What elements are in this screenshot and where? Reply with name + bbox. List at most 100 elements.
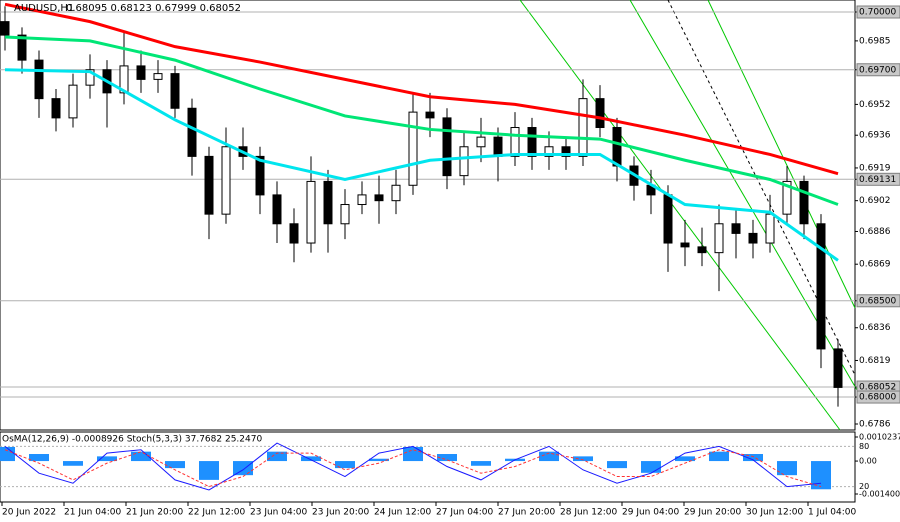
price-label: 0.6869 <box>859 260 891 270</box>
ohlc: 0.68095 0.68123 0.67999 0.68052 <box>66 3 241 14</box>
stochastic-line <box>4 449 822 488</box>
candle-body <box>612 127 622 167</box>
candle-body <box>476 136 486 148</box>
indicator-label: 0.0010237 <box>859 433 900 442</box>
price-label: 0.68052 <box>859 383 896 393</box>
time-label: 29 Jun 04:00 <box>622 508 679 518</box>
osma-bar <box>335 461 355 469</box>
osma-bar <box>709 451 729 462</box>
time-label: 1 Jul 04:00 <box>808 508 857 518</box>
indicator-label: 20 <box>859 482 869 491</box>
candle-body <box>408 111 418 186</box>
osma-bar <box>0 446 15 462</box>
osma-bar <box>233 461 253 476</box>
candle-body <box>357 194 367 206</box>
candle-body <box>578 98 588 157</box>
price-label: 0.6919 <box>859 163 891 173</box>
price-label: 0.6985 <box>859 36 891 46</box>
osma-bar <box>573 456 593 462</box>
indicator-frame <box>0 431 856 503</box>
price-label: 0.68000 <box>859 393 896 403</box>
candle-body <box>17 34 27 61</box>
price-label: 0.6936 <box>859 131 891 141</box>
osma-bar <box>641 461 661 473</box>
time-label: 30 Jun 12:00 <box>746 508 803 518</box>
osma-bar <box>267 451 287 462</box>
candle-body <box>187 107 197 157</box>
candle-body <box>170 73 180 109</box>
osma-bar <box>437 454 457 462</box>
trend-line <box>667 0 856 376</box>
candle-body <box>255 155 265 196</box>
moving-average <box>4 2 839 176</box>
time-label: 27 Jun 20:00 <box>498 508 555 518</box>
candle-body <box>153 73 163 80</box>
time-label: 23 Jun 20:00 <box>312 508 369 518</box>
candle-body <box>340 204 350 225</box>
candle-body <box>459 146 469 177</box>
time-label: 23 Jun 04:00 <box>250 508 307 518</box>
candle-body <box>68 84 78 119</box>
candle-body <box>34 59 44 100</box>
price-box <box>856 172 900 186</box>
price-label: 0.68500 <box>859 296 896 306</box>
candle-body <box>799 180 809 225</box>
time-label: 21 Jun 20:00 <box>126 508 183 518</box>
time-label: 21 Jun 04:00 <box>64 508 121 518</box>
price-box <box>856 294 900 308</box>
candle-body <box>833 348 843 388</box>
time-label: 22 Jun 12:00 <box>188 508 245 518</box>
osma-bar <box>743 454 763 462</box>
channel-line <box>519 0 841 431</box>
main-frame <box>0 0 856 431</box>
candle-body <box>0 21 10 36</box>
candle-body <box>136 65 146 80</box>
osma-bar <box>539 451 559 462</box>
indicator-title: OsMA(12,26,9) -0.0008926 Stoch(5,3,3) 37… <box>2 435 262 445</box>
candle-body <box>731 223 741 234</box>
osma-bar <box>777 461 797 476</box>
candle-body <box>527 127 537 157</box>
time-label: 29 Jun 20:00 <box>684 508 741 518</box>
candle-body <box>374 194 384 202</box>
price-label: 0.6902 <box>859 196 891 206</box>
price-label: 0.6819 <box>859 356 891 366</box>
osma-bar <box>29 454 49 462</box>
candle-body <box>442 117 452 177</box>
candle-body <box>289 223 299 244</box>
osma-bar <box>131 451 151 462</box>
osma-bar <box>369 458 389 462</box>
candle-body <box>391 184 401 202</box>
price-label: 0.6886 <box>859 227 891 237</box>
price-label: 0.70000 <box>859 8 896 18</box>
osma-bar <box>165 461 185 469</box>
price-label: 0.6786 <box>859 420 891 430</box>
time-label: 20 Jun 2022 <box>2 508 56 518</box>
candle-body <box>663 194 673 244</box>
candle-body <box>714 223 724 254</box>
channel-line <box>707 0 856 309</box>
moving-average <box>4 35 839 206</box>
candle-body <box>272 194 282 225</box>
osma-bar <box>811 461 831 490</box>
candle-body <box>816 223 826 350</box>
candle-body <box>323 180 333 225</box>
indicator-label: -0.0014009 <box>859 490 900 499</box>
candle-body <box>221 146 231 215</box>
candle-body <box>493 136 503 157</box>
osma-bar <box>471 461 491 466</box>
candle-body <box>765 213 775 244</box>
candle-body <box>782 180 792 215</box>
candle-body <box>306 180 316 244</box>
moving-average <box>4 68 839 262</box>
price-box <box>856 5 900 19</box>
indicator-label: 80 <box>859 442 869 451</box>
candle-body <box>595 98 605 129</box>
osma-bar <box>63 461 83 466</box>
indicator-label: 0.00 <box>859 457 877 466</box>
candle-body <box>561 146 571 157</box>
price-label: 0.6952 <box>859 100 891 110</box>
price-label: 0.6836 <box>859 323 891 333</box>
